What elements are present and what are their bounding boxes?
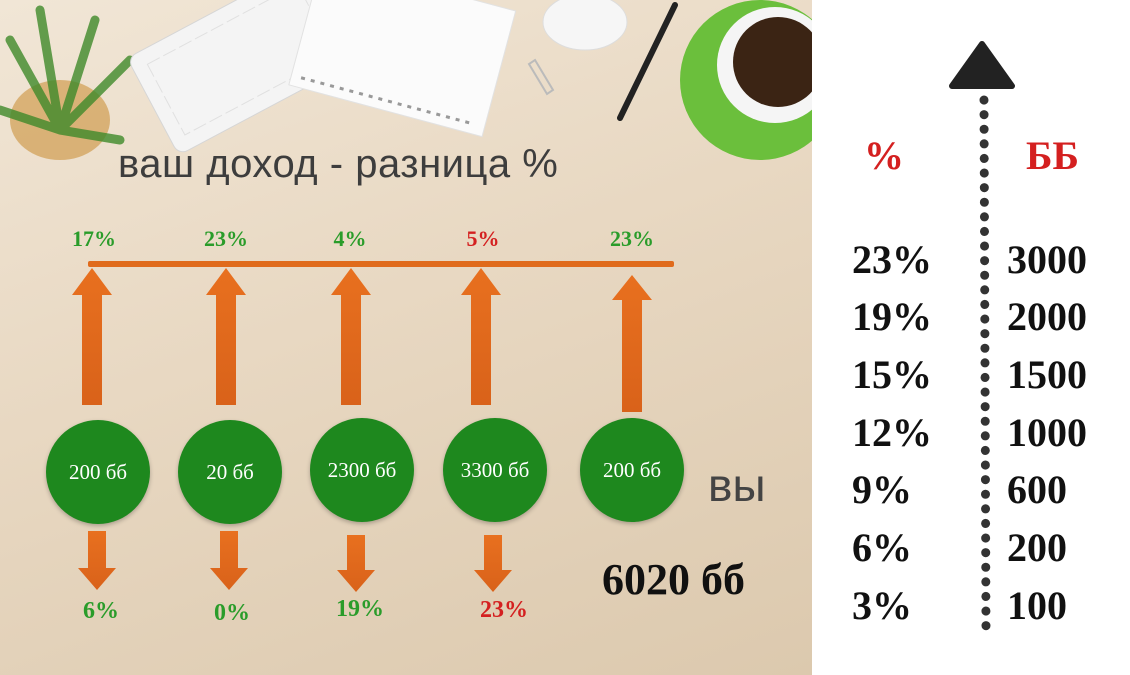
desk-decoration — [0, 0, 812, 160]
dotted-axis — [979, 95, 991, 633]
coffee-cup-icon — [680, 0, 812, 160]
diagram-background: ваш доход - разница % 17% 23% 4% 5% 23% … — [0, 0, 812, 675]
down-arrow-icon — [78, 531, 116, 590]
scale-pct-value: 6% — [852, 525, 912, 570]
pen-icon — [617, 2, 678, 121]
up-arrow-icon — [206, 268, 246, 405]
mouse-icon — [542, 0, 628, 51]
paperclip-icon — [527, 58, 555, 96]
scale-bb-value: 3000 — [1007, 237, 1087, 282]
income-baseline — [88, 261, 674, 267]
you-label: вы — [708, 459, 766, 511]
diagram-title: ваш доход - разница % — [118, 142, 559, 186]
up-arrow-icon — [612, 275, 652, 412]
notebook-icon — [288, 0, 517, 138]
scale-header-pct: % — [864, 133, 904, 178]
scale-bb-value: 1000 — [1007, 410, 1087, 455]
stack-circle-2: 20 бб — [178, 420, 282, 524]
scale-pct-value: 23% — [852, 237, 932, 282]
stack-amount: 20 бб — [206, 459, 254, 484]
up-triangle-icon — [949, 41, 1015, 89]
stack-circle-3: 2300 бб — [310, 418, 414, 522]
scale-pct-value: 19% — [852, 294, 932, 339]
scale-panel: % ББ 23% 3000 19% 2000 15% 1500 12% 1000… — [812, 0, 1130, 675]
up-arrow-icon — [72, 268, 112, 405]
scale-bb-value: 200 — [1007, 525, 1067, 570]
scale-bb-value: 2000 — [1007, 294, 1087, 339]
scale-bb-value: 1500 — [1007, 352, 1087, 397]
top-pct-2: 23% — [204, 226, 248, 251]
scale-pct-value: 12% — [852, 410, 932, 455]
stack-amount: 3300 бб — [460, 457, 530, 482]
stack-circle-5: 200 бб — [580, 418, 684, 522]
scale-bb-value: 600 — [1007, 467, 1067, 512]
scale-header-bb: ББ — [1026, 133, 1079, 178]
up-arrow-icon — [461, 268, 501, 405]
bottom-pct-2: 0% — [214, 600, 250, 626]
top-pct-3: 4% — [333, 226, 367, 251]
bottom-pct-1: 6% — [83, 598, 119, 624]
stack-amount: 200 бб — [602, 457, 662, 482]
bottom-pct-4: 23% — [480, 597, 528, 623]
down-arrow-icon — [210, 531, 248, 590]
stack-amount: 200 бб — [68, 459, 128, 484]
down-arrow-icon — [337, 535, 375, 592]
stack-amount: 2300 бб — [327, 457, 397, 482]
down-arrow-icon — [474, 535, 512, 592]
top-pct-5: 23% — [610, 226, 654, 251]
scale-pct-value: 9% — [852, 467, 912, 512]
up-arrow-icon — [331, 268, 371, 405]
top-pct-1: 17% — [72, 226, 116, 251]
scale-pct-value: 15% — [852, 352, 932, 397]
stack-circle-1: 200 бб — [46, 420, 150, 524]
scale-pct-value: 3% — [852, 583, 912, 628]
top-pct-4: 5% — [466, 226, 500, 251]
arrows-layer — [72, 268, 652, 592]
stack-circle-4: 3300 бб — [443, 418, 547, 522]
bottom-pct-3: 19% — [336, 596, 384, 622]
scale-bb-value: 100 — [1007, 583, 1067, 628]
scale-axis — [949, 41, 1015, 633]
total-stack: 6020 бб — [602, 555, 745, 604]
plant-icon — [0, 5, 135, 160]
